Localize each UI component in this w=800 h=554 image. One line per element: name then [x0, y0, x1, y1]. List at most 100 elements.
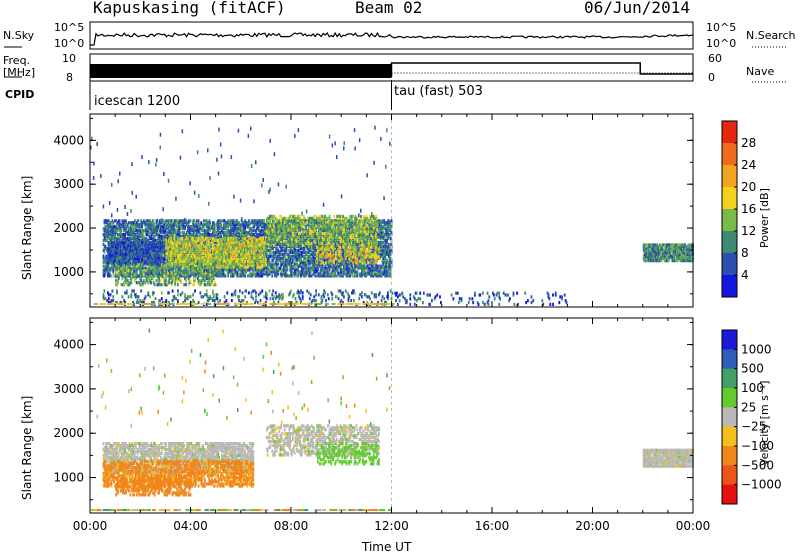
data-cell: [204, 229, 206, 233]
data-cell: [213, 227, 216, 231]
data-cell: [288, 231, 291, 235]
data-cell: [227, 272, 230, 276]
data-cell: [288, 233, 291, 237]
data-cell: [195, 221, 197, 225]
data-cell: [290, 268, 292, 272]
data-cell: [273, 256, 275, 260]
data-cell: [118, 237, 121, 241]
data-cell: [272, 258, 274, 262]
data-cell: [134, 229, 137, 233]
data-cell: [175, 223, 177, 227]
data-cell: [102, 238, 105, 243]
data-cell: [174, 219, 177, 223]
data-cell: [193, 231, 195, 235]
data-cell: [218, 274, 221, 278]
data-cell: [234, 268, 237, 272]
data-cell: [164, 235, 167, 239]
data-cell: [107, 264, 109, 268]
data-cell: [131, 221, 134, 225]
data-cell: [106, 256, 108, 260]
data-cell: [277, 272, 280, 276]
data-cell: [247, 225, 249, 229]
data-cell: [182, 223, 185, 227]
data-cell: [111, 219, 114, 223]
data-cell: [217, 219, 220, 223]
data-cell: [257, 233, 260, 237]
data-cell: [229, 270, 231, 274]
data-cell: [310, 274, 313, 278]
data-cell: [197, 221, 200, 225]
data-cell: [160, 229, 163, 233]
data-cell: [255, 235, 257, 239]
data-cell: [183, 246, 186, 250]
data-cell: [144, 266, 147, 270]
data-cell: [282, 258, 284, 262]
data-cell: [288, 254, 291, 258]
data-cell: [137, 219, 140, 223]
data-cell: [166, 223, 169, 227]
data-cell: [187, 227, 190, 231]
data-cell: [274, 262, 277, 266]
data-cell: [246, 233, 248, 237]
data-cell: [235, 231, 238, 235]
data-cell: [116, 237, 119, 241]
data-cell: [152, 221, 155, 225]
data-cell: [134, 270, 137, 274]
data-cell: [171, 221, 174, 225]
data-cell: [262, 268, 265, 272]
data-cell: [283, 254, 286, 258]
data-cell: [118, 221, 121, 225]
data-cell: [148, 221, 151, 225]
data-cell: [284, 250, 287, 254]
data-cell: [112, 268, 115, 272]
data-cell: [169, 223, 172, 227]
data-cell: [186, 233, 188, 237]
data-cell: [197, 219, 200, 223]
data-cell: [142, 246, 144, 250]
data-cell: [130, 262, 133, 266]
data-cell: [266, 266, 269, 270]
data-cell: [264, 235, 266, 239]
data-cell: [152, 238, 155, 243]
data-cell: [169, 227, 172, 231]
data-cell: [242, 268, 245, 272]
data-cell: [222, 272, 225, 276]
data-cell: [147, 233, 150, 237]
data-cell: [153, 237, 156, 241]
data-cell: [218, 235, 221, 239]
data-cell: [262, 246, 265, 250]
data-cell: [216, 221, 219, 225]
data-cell: [116, 262, 119, 266]
data-cell: [222, 223, 225, 227]
data-cell: [224, 274, 227, 278]
data-cell: [279, 231, 282, 235]
data-cell: [326, 266, 328, 270]
data-cell: [251, 274, 254, 278]
data-cell: [165, 233, 168, 237]
data-cell: [225, 233, 228, 237]
data-cell: [271, 274, 274, 278]
data-cell: [200, 221, 203, 225]
data-cell: [134, 238, 137, 243]
data-cell: [117, 227, 120, 231]
data-cell: [356, 270, 359, 274]
data-cell: [332, 272, 335, 276]
data-cell: [209, 223, 212, 227]
data-cell: [102, 272, 105, 276]
data-cell: [205, 219, 208, 223]
data-cell: [301, 254, 304, 258]
data-cell: [291, 274, 293, 278]
data-cell: [112, 223, 115, 227]
data-cell: [335, 274, 338, 278]
data-cell: [275, 227, 278, 231]
data-cell: [156, 233, 159, 237]
data-cell: [354, 270, 357, 274]
data-cell: [164, 231, 167, 235]
data-cell: [199, 233, 202, 237]
data-cell: [156, 229, 159, 233]
data-cell: [277, 248, 280, 252]
data-cell: [278, 254, 281, 258]
data-cell: [274, 250, 277, 254]
data-cell: [127, 221, 130, 225]
data-cell: [178, 231, 181, 235]
